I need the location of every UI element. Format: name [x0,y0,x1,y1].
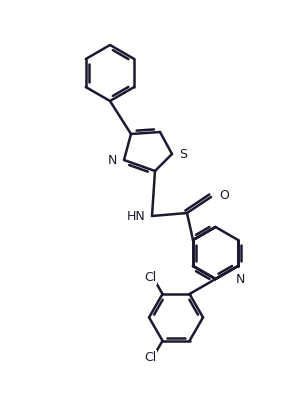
Text: HN: HN [127,209,146,222]
Text: N: N [108,154,117,166]
Text: S: S [179,147,187,161]
Text: Cl: Cl [144,351,156,364]
Text: O: O [219,189,229,201]
Text: Cl: Cl [144,271,156,284]
Text: N: N [235,273,245,286]
